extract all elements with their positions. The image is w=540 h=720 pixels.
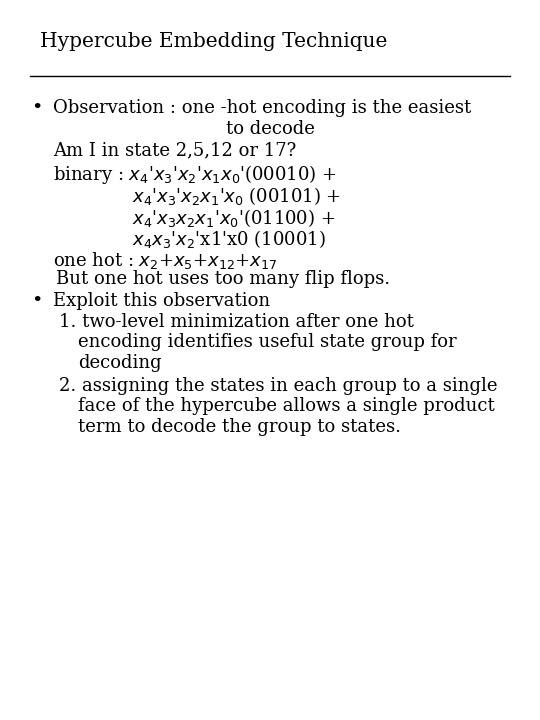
Text: decoding: decoding — [78, 354, 162, 372]
Text: Observation : one -hot encoding is the easiest: Observation : one -hot encoding is the e… — [53, 99, 471, 117]
Text: Exploit this observation: Exploit this observation — [53, 292, 270, 310]
Text: •: • — [31, 99, 42, 117]
Text: term to decode the group to states.: term to decode the group to states. — [78, 418, 401, 436]
Text: binary : $x_4$'$x_3$'$x_2$'$x_1x_0$'(00010) +: binary : $x_4$'$x_3$'$x_2$'$x_1x_0$'(000… — [53, 163, 336, 186]
Text: to decode: to decode — [226, 120, 314, 138]
Text: •: • — [31, 292, 42, 310]
Text: 1. two-level minimization after one hot: 1. two-level minimization after one hot — [59, 313, 414, 331]
Text: Hypercube Embedding Technique: Hypercube Embedding Technique — [40, 32, 388, 51]
Text: $x_4$'$x_3$'$x_2x_1$'$x_0$ (00101) +: $x_4$'$x_3$'$x_2x_1$'$x_0$ (00101) + — [132, 185, 341, 207]
Text: encoding identifies useful state group for: encoding identifies useful state group f… — [78, 333, 457, 351]
Text: 2. assigning the states in each group to a single: 2. assigning the states in each group to… — [59, 377, 498, 395]
Text: $x_4x_3$'$x_2$'x1'x0 (10001): $x_4x_3$'$x_2$'x1'x0 (10001) — [132, 228, 326, 251]
Text: one hot : $x_2$+$x_5$+$x_{12}$+$x_{17}$: one hot : $x_2$+$x_5$+$x_{12}$+$x_{17}$ — [53, 250, 277, 271]
Text: Am I in state 2,5,12 or 17?: Am I in state 2,5,12 or 17? — [53, 142, 296, 160]
Text: $x_4$'$x_3x_2x_1$'$x_0$'(01100) +: $x_4$'$x_3x_2x_1$'$x_0$'(01100) + — [132, 207, 336, 229]
Text: But one hot uses too many flip flops.: But one hot uses too many flip flops. — [56, 270, 390, 288]
Text: face of the hypercube allows a single product: face of the hypercube allows a single pr… — [78, 397, 495, 415]
